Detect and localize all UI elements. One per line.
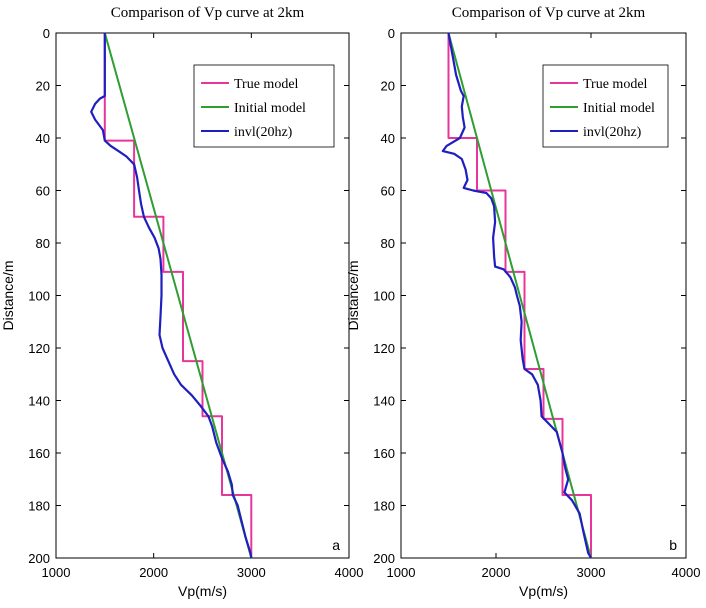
legend: True model Initial model invl(20hz)	[542, 64, 669, 148]
y-tick-label: 40	[36, 131, 50, 146]
y-tick-label: 120	[373, 341, 395, 356]
series-line-true-model	[447, 33, 592, 558]
y-tick-label: 100	[373, 289, 395, 304]
y-tick-label: 140	[373, 394, 395, 409]
legend-entry: Initial model	[583, 101, 655, 116]
y-tick-label: 160	[28, 446, 50, 461]
y-tick-label: 0	[43, 26, 50, 41]
y-tick-label: 20	[36, 79, 50, 94]
legend-entry: True model	[583, 77, 648, 92]
y-tick-label: 80	[381, 236, 395, 251]
x-tick-label: 4000	[335, 565, 364, 580]
y-tick-label: 180	[373, 499, 395, 514]
y-tick-label: 200	[373, 551, 395, 566]
y-tick-label: 40	[381, 131, 395, 146]
legend-entry: invl(20hz)	[234, 125, 293, 140]
x-tick-label: 1000	[42, 565, 71, 580]
y-tick-label: 0	[388, 26, 395, 41]
y-tick-label: 160	[373, 446, 395, 461]
y-tick-label: 100	[28, 289, 50, 304]
legend: True model Initial model invl(20hz)	[193, 64, 335, 148]
x-tick-label: 4000	[672, 565, 701, 580]
y-axis-label: Distance/m	[0, 260, 16, 330]
y-tick-label: 60	[36, 184, 50, 199]
x-tick-label: 3000	[577, 565, 606, 580]
x-axis-label: Vp(m/s)	[178, 583, 227, 599]
y-axis-label: Distance/m	[345, 260, 361, 330]
series-line-invl-20hz	[441, 33, 592, 558]
chart-title: Comparison of Vp curve at 2km	[111, 5, 305, 21]
y-tick-label: 120	[28, 341, 50, 356]
x-axis-label: Vp(m/s)	[519, 583, 568, 599]
panel-label: b	[669, 537, 677, 553]
y-tick-label: 60	[381, 184, 395, 199]
x-tick-label: 3000	[237, 565, 266, 580]
series-line-initial-model	[447, 33, 592, 558]
legend-entry: True model	[234, 77, 299, 92]
chart-panel-a: 1000 2000 3000 4000 0 20 40 60 80 100 120 140 160 180…	[0, 5, 363, 599]
series-line-invl-20hz	[90, 33, 253, 558]
x-tick-label: 2000	[139, 565, 168, 580]
y-tick-label: 140	[28, 394, 50, 409]
y-tick-label: 20	[381, 79, 395, 94]
x-tick-label: 1000	[387, 565, 416, 580]
y-tick-label: 80	[36, 236, 50, 251]
x-tick-label: 2000	[482, 565, 511, 580]
y-tick-label: 180	[28, 499, 50, 514]
y-tick-label: 200	[28, 551, 50, 566]
legend-entry: invl(20hz)	[583, 125, 642, 140]
chart-panel-b: 1000 2000 3000 4000 0 20 40 60 80 100 120 140 160 180…	[345, 5, 700, 599]
legend-entry: Initial model	[234, 101, 306, 116]
panel-label: a	[332, 537, 340, 553]
chart-title: Comparison of Vp curve at 2km	[452, 5, 646, 21]
